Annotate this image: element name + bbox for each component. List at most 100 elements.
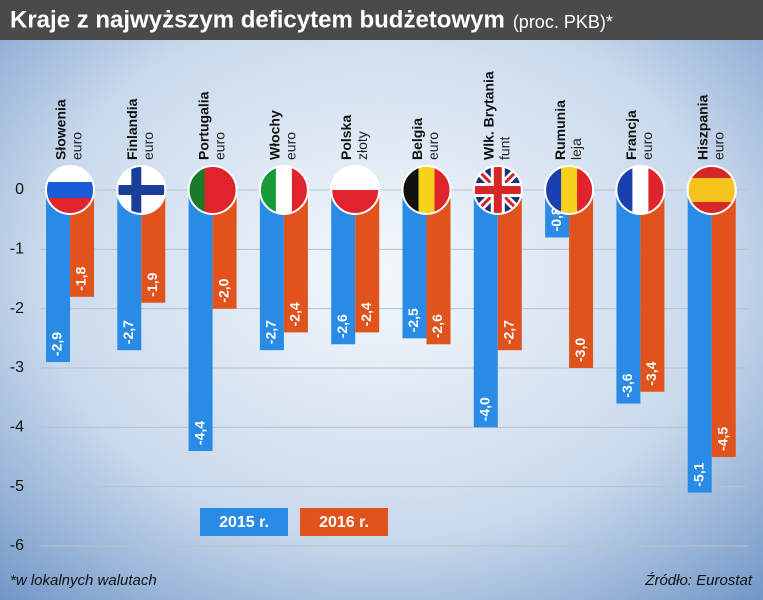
y-tick-label: -4 bbox=[10, 419, 24, 436]
footnote: *w lokalnych walutach bbox=[10, 572, 157, 589]
flag bbox=[544, 165, 595, 215]
bar bbox=[188, 190, 213, 452]
currency-label: złoty bbox=[354, 131, 370, 160]
bar bbox=[426, 190, 451, 345]
flag-ring bbox=[116, 165, 167, 215]
bar bbox=[711, 190, 736, 457]
category-label: Belgia bbox=[409, 118, 425, 160]
y-tick-label: -5 bbox=[10, 478, 24, 495]
value-label: -5,1 bbox=[690, 462, 706, 486]
bar bbox=[569, 190, 594, 368]
bar bbox=[616, 190, 641, 404]
category-label: Rumunia bbox=[552, 100, 568, 160]
bar bbox=[259, 190, 284, 351]
flag bbox=[187, 165, 238, 215]
bar bbox=[117, 190, 142, 351]
value-label: -4,0 bbox=[477, 397, 493, 421]
value-label: -0,8 bbox=[548, 207, 564, 231]
bar bbox=[331, 190, 356, 345]
flag-ring bbox=[187, 165, 238, 215]
flag bbox=[330, 165, 381, 215]
category-label: Słowenia bbox=[53, 99, 69, 160]
value-label: -3,0 bbox=[572, 338, 588, 362]
category-label: Hiszpania bbox=[694, 94, 710, 160]
y-tick-label: -6 bbox=[10, 537, 24, 554]
legend-label: 2015 r. bbox=[219, 514, 269, 531]
chart-subtitle: (proc. PKB)* bbox=[513, 12, 613, 32]
category-label: Włochy bbox=[267, 110, 283, 160]
flag-stripe bbox=[204, 166, 222, 214]
flag-body bbox=[117, 166, 166, 214]
flag bbox=[401, 165, 452, 215]
value-label: -4,4 bbox=[191, 421, 207, 445]
chart-title: Kraje z najwyższym deficytem budżetowym bbox=[10, 6, 505, 33]
value-label: -2,7 bbox=[501, 320, 517, 344]
flag-stripe bbox=[131, 166, 142, 214]
value-label: -2,4 bbox=[358, 302, 374, 326]
currency-label: euro bbox=[283, 132, 299, 160]
legend-swatch bbox=[200, 508, 288, 536]
category-label: Wlk. Brytania bbox=[481, 71, 497, 160]
flag-stripe bbox=[418, 166, 435, 214]
flag-stripe bbox=[632, 166, 649, 214]
value-label: -1,8 bbox=[73, 266, 89, 290]
flag-stripe bbox=[46, 182, 94, 199]
currency-label: euro bbox=[710, 132, 726, 160]
title-bar bbox=[0, 0, 763, 40]
value-label: -2,0 bbox=[215, 278, 231, 302]
flag bbox=[116, 165, 167, 215]
value-label: -4,5 bbox=[714, 427, 730, 451]
flag-ring bbox=[615, 165, 666, 215]
value-label: -1,9 bbox=[144, 272, 160, 296]
bar bbox=[402, 190, 427, 339]
currency-label: euro bbox=[211, 132, 227, 160]
flag bbox=[258, 165, 309, 215]
bar bbox=[497, 190, 522, 351]
y-tick-label: 0 bbox=[15, 181, 24, 198]
flag-ring bbox=[544, 165, 595, 215]
flag-stripe bbox=[275, 166, 293, 214]
value-label: -2,4 bbox=[287, 302, 303, 326]
currency-label: euro bbox=[140, 132, 156, 160]
value-label: -2,6 bbox=[334, 314, 350, 338]
y-tick-label: -3 bbox=[10, 359, 24, 376]
legend-label: 2016 r. bbox=[319, 514, 369, 531]
flag bbox=[45, 165, 95, 215]
flag-stripe bbox=[687, 190, 736, 203]
source: Źródło: Eurostat bbox=[644, 572, 753, 589]
value-label: -2,9 bbox=[49, 332, 65, 356]
currency-label: euro bbox=[639, 132, 655, 160]
value-label: -3,6 bbox=[619, 373, 635, 397]
currency-label: funt bbox=[497, 137, 513, 160]
flag-ring bbox=[686, 165, 737, 215]
flag-stripe bbox=[493, 166, 502, 214]
legend-swatch bbox=[300, 508, 388, 536]
flag bbox=[686, 165, 737, 215]
category-label: Finlandia bbox=[124, 98, 140, 160]
flag bbox=[472, 165, 523, 215]
flag-stripe bbox=[561, 166, 578, 214]
flag-body bbox=[473, 166, 522, 214]
y-tick-label: -2 bbox=[10, 300, 24, 317]
value-label: -2,5 bbox=[405, 308, 421, 332]
flag-ring bbox=[330, 165, 381, 215]
currency-label: leja bbox=[568, 138, 584, 160]
currency-label: euro bbox=[69, 132, 85, 160]
flag-ring bbox=[258, 165, 309, 215]
bar bbox=[640, 190, 665, 392]
flag-ring bbox=[401, 165, 452, 215]
currency-label: euro bbox=[425, 132, 441, 160]
category-label: Portugalia bbox=[195, 91, 211, 160]
flag bbox=[615, 165, 666, 215]
value-label: -2,6 bbox=[429, 314, 445, 338]
value-label: -2,7 bbox=[120, 320, 136, 344]
value-label: -3,4 bbox=[643, 361, 659, 385]
category-label: Polska bbox=[338, 115, 354, 160]
y-tick-label: -1 bbox=[10, 241, 24, 258]
flag-stripe bbox=[687, 178, 736, 191]
flag-ring bbox=[45, 165, 95, 215]
flag-ring bbox=[472, 165, 523, 215]
bar bbox=[687, 190, 712, 493]
bar bbox=[473, 190, 498, 428]
